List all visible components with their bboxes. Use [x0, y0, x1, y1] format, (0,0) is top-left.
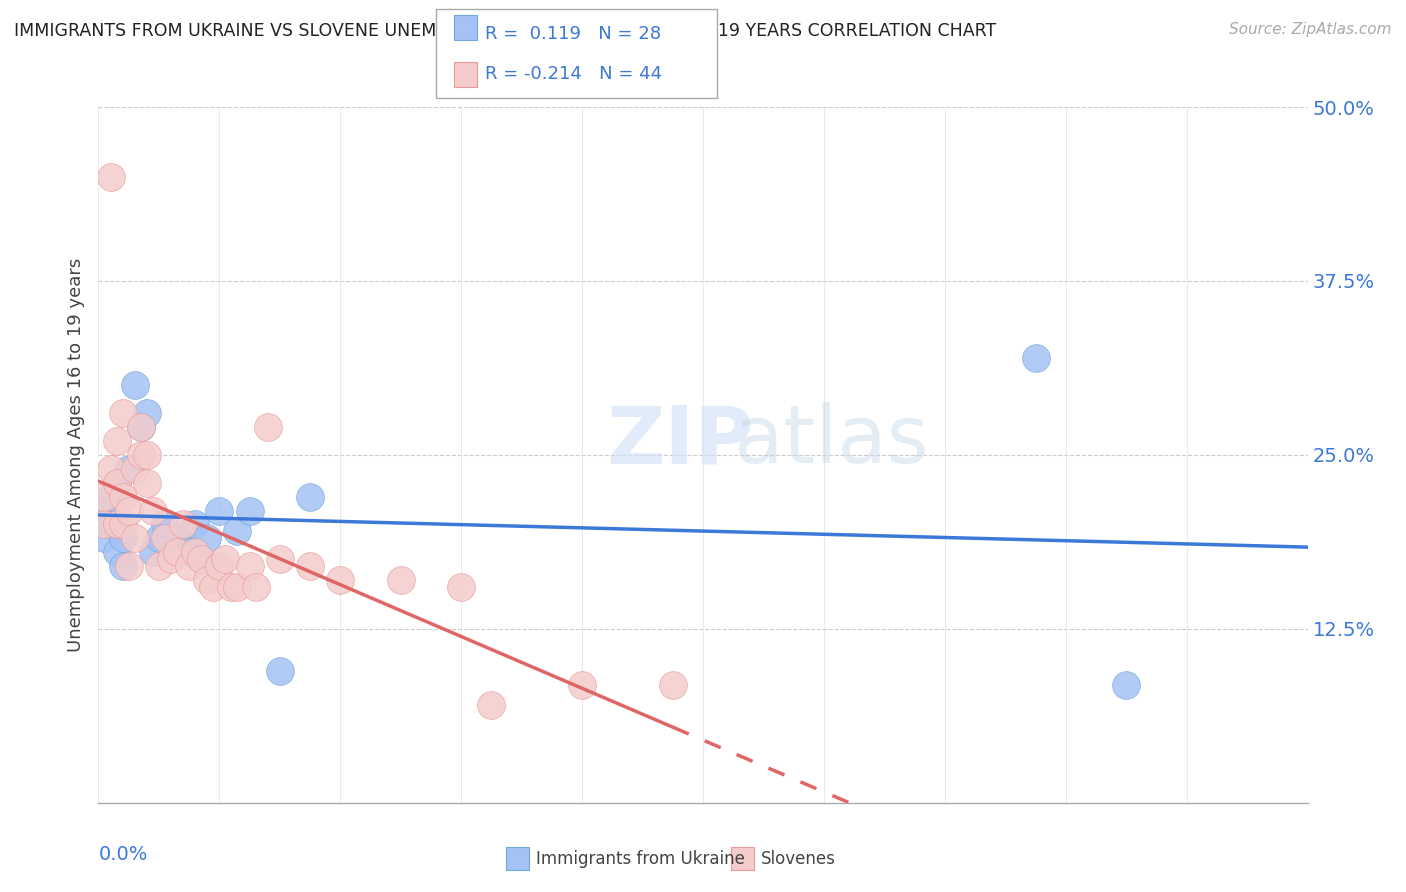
Point: [118, 462, 141, 476]
Point: [153, 517, 176, 532]
Point: [118, 559, 141, 574]
Point: [124, 462, 146, 476]
Point: [190, 552, 212, 566]
Text: Source: ZipAtlas.com: Source: ZipAtlas.com: [1229, 22, 1392, 37]
Point: [124, 378, 146, 392]
Point: [93, 517, 115, 532]
Point: [571, 677, 593, 691]
Point: [226, 524, 249, 539]
Point: [100, 517, 122, 532]
Point: [105, 434, 128, 448]
Point: [166, 545, 188, 559]
Point: [269, 552, 291, 566]
Point: [93, 503, 115, 517]
Point: [184, 545, 207, 559]
Point: [195, 532, 218, 546]
Point: [166, 532, 188, 546]
Point: [481, 698, 503, 713]
Point: [100, 169, 122, 184]
Point: [202, 580, 225, 594]
Point: [129, 420, 152, 434]
Point: [105, 545, 128, 559]
Text: R =  0.119   N = 28: R = 0.119 N = 28: [485, 25, 661, 43]
Point: [184, 517, 207, 532]
Point: [142, 503, 165, 517]
Point: [1024, 351, 1046, 365]
Text: IMMIGRANTS FROM UKRAINE VS SLOVENE UNEMPLOYMENT AMONG AGES 16 TO 19 YEARS CORREL: IMMIGRANTS FROM UKRAINE VS SLOVENE UNEMP…: [14, 22, 997, 40]
Point: [129, 420, 152, 434]
Point: [111, 532, 134, 546]
Point: [661, 677, 683, 691]
Point: [105, 517, 128, 532]
Point: [299, 559, 322, 574]
Point: [256, 420, 278, 434]
Point: [148, 532, 170, 546]
Text: Immigrants from Ukraine: Immigrants from Ukraine: [536, 849, 745, 868]
Point: [239, 503, 262, 517]
Point: [111, 559, 134, 574]
Point: [111, 490, 134, 504]
Point: [208, 559, 231, 574]
Point: [105, 517, 128, 532]
Text: atlas: atlas: [606, 402, 929, 480]
Point: [160, 552, 183, 566]
Point: [105, 475, 128, 490]
Point: [142, 545, 165, 559]
Point: [214, 552, 236, 566]
Point: [135, 406, 157, 420]
Point: [172, 517, 194, 532]
Point: [195, 573, 218, 587]
Text: 0.0%: 0.0%: [98, 845, 148, 863]
Point: [450, 580, 472, 594]
Point: [135, 475, 157, 490]
Point: [179, 559, 201, 574]
Text: R = -0.214   N = 44: R = -0.214 N = 44: [485, 65, 662, 83]
Point: [153, 532, 176, 546]
Point: [111, 517, 134, 532]
Point: [100, 462, 122, 476]
Point: [239, 559, 262, 574]
Point: [129, 448, 152, 462]
Point: [118, 503, 141, 517]
Point: [208, 503, 231, 517]
Point: [100, 490, 122, 504]
Point: [105, 475, 128, 490]
Point: [299, 490, 322, 504]
Point: [124, 532, 146, 546]
Point: [329, 573, 352, 587]
Point: [135, 448, 157, 462]
Text: ZIP: ZIP: [606, 402, 754, 480]
Point: [111, 406, 134, 420]
Y-axis label: Unemployment Among Ages 16 to 19 years: Unemployment Among Ages 16 to 19 years: [66, 258, 84, 652]
Point: [190, 552, 212, 566]
Point: [269, 664, 291, 678]
Point: [245, 580, 267, 594]
Point: [389, 573, 412, 587]
Text: Slovenes: Slovenes: [761, 849, 835, 868]
Point: [148, 559, 170, 574]
Point: [226, 580, 249, 594]
Point: [93, 532, 115, 546]
Point: [93, 490, 115, 504]
Point: [1115, 677, 1137, 691]
Point: [179, 545, 201, 559]
Point: [221, 580, 243, 594]
